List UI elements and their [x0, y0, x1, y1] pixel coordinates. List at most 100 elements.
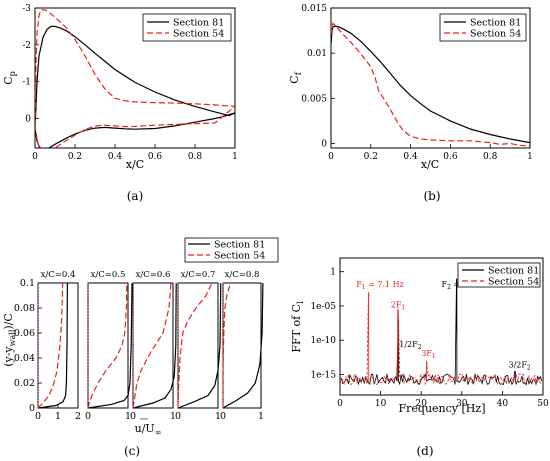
panel-c-profile-1-3 [177, 282, 213, 409]
panel-c-station-label-0: x/C=0.4 [41, 270, 76, 280]
panel-c-profile-1-0 [37, 282, 64, 409]
panel-c-profile-0-2 [132, 282, 177, 409]
panel-c-ytick-label: 0.1 [20, 278, 35, 289]
panel-c-xtick-label: 1 [125, 411, 131, 422]
panel-b-xtick-label: 0.6 [443, 152, 458, 162]
panel-d-ytick-label: 1e-05 [310, 302, 336, 312]
panel-c-xlabel: u/U∞ [135, 422, 162, 437]
panel-c-station-label-3: x/C=0.7 [181, 270, 216, 280]
panel-b-ytick-label: 0.01 [307, 49, 327, 59]
panel-d-annotation-1: 2F1 [391, 300, 405, 311]
panel-c-station-label-2: x/C=0.6 [136, 270, 171, 280]
panel-a-xtick-label: 0.2 [68, 152, 82, 162]
legend-label-1: Section 54 [470, 29, 521, 40]
panel-c-profile-0-4 [222, 282, 264, 409]
panel-b-series-1 [331, 22, 530, 147]
panel-a-xlabel: x/C [126, 158, 144, 171]
panel-a-ytick-label: -3 [22, 4, 31, 14]
panel-d-ytick-label: 1e-10 [310, 336, 336, 346]
panel-c-station-label-1: x/C=0.5 [91, 270, 126, 280]
panel-b-xtick-label: 0.2 [364, 152, 378, 162]
panel-c-profile-1-2 [132, 282, 172, 409]
panel-a-series-0 [35, 25, 235, 148]
panel-b-xtick-label: 0 [328, 152, 334, 162]
panel-c-xtick-label: 0 [220, 411, 226, 422]
panel-c-frame-1 [87, 282, 129, 409]
panel-b-ylabel: Cf [288, 71, 303, 83]
panel-b-series-0 [331, 25, 530, 144]
panel-d-xtick-label: 40 [497, 399, 509, 409]
panel-c-xtick-label: 0 [85, 411, 91, 422]
legend-label-1: Section 54 [214, 251, 265, 262]
panel-b-plot-frame [330, 7, 531, 149]
panel-c-frame-0 [37, 282, 79, 409]
panel-b-caption: (b) [423, 189, 440, 203]
panel-c-ytick-label: 0.04 [14, 353, 35, 364]
panel-d-xtick-label: 10 [375, 399, 387, 409]
panel-c-xtick-label: 1 [215, 411, 221, 422]
panel-c-caption: (c) [124, 444, 140, 458]
panel-a-xtick-label: 0.8 [188, 152, 203, 162]
panel-c-xtick-label: 0 [130, 411, 136, 422]
panel-c-station-label-4: x/C=0.8 [225, 270, 260, 280]
panel-d-xtick-label: 0 [337, 399, 343, 409]
panel-d-xtick-label: 50 [537, 399, 549, 409]
panel-a-xtick-label: 0.4 [108, 152, 123, 162]
panel-b-xlabel: x/C [421, 158, 439, 171]
panel-c-ytick-label: 0.02 [14, 378, 35, 389]
panel-b-ytick-label: 0 [321, 139, 327, 149]
panel-d-fft-chart: 0 10 20 30 40 50 1 1e-05 1e-10 1e-15 F1 = 7.1 Hz 2… [290, 257, 549, 458]
panel-d-ylabel: FFT of Cl [290, 301, 305, 353]
panel-c-xtick-label: 0 [175, 411, 181, 422]
legend-label-1: Section 54 [488, 277, 539, 288]
panel-c-ytick-label: 0.06 [14, 328, 35, 339]
panel-d-plot-frame [339, 257, 544, 396]
panel-a-series-1 [35, 9, 235, 148]
panel-c-frame-2 [132, 282, 174, 409]
panel-c-ytick-label: 0.08 [14, 303, 35, 314]
panel-c-ylabel: (y-ywall)/C [2, 313, 17, 367]
panel-c-profile-0-1 [87, 282, 133, 409]
panel-a-ytick-label: -2 [22, 41, 31, 51]
panel-c-profile-1-4 [222, 282, 232, 408]
panel-a-ylabel: Cp [2, 71, 17, 85]
panel-a-ytick-label: 0 [25, 115, 31, 125]
panel-d-series-1 [340, 292, 542, 387]
panel-c-profile-1-1 [87, 282, 128, 409]
panel-b-xtick-label: 0.4 [403, 152, 418, 162]
panel-c-xtick-label: 1 [170, 411, 176, 422]
panel-d-xlabel: Frequency [Hz] [399, 402, 486, 415]
panel-c-xtick-label: 1 [55, 411, 61, 422]
panel-a-ytick-label: -1 [22, 78, 31, 88]
panel-b-cf-chart: 0 0.2 0.4 0.6 0.8 1 0 0.005 0.01 0.015 Section 81… [288, 4, 533, 203]
panel-d-annotation-5: 3/2F2 [508, 361, 530, 372]
panel-a-xtick-label: 1 [232, 152, 238, 162]
panel-c-velocity-profiles: 0 1 2 0 10 10 10 100.020.040.060.080.1 x/C=0.4 x… [2, 237, 279, 458]
panel-c-xtick-label: 0 [35, 411, 41, 422]
legend-label-1: Section 54 [173, 29, 224, 40]
panel-c-frame-4 [222, 282, 262, 409]
panel-d-caption: (d) [416, 444, 433, 458]
panel-d-annotation-2: 1/2F2 [399, 340, 421, 351]
panel-b-xtick-label: 0.8 [483, 152, 498, 162]
panel-a-plot-frame [34, 7, 236, 149]
panel-d-annotation-0: F1 = 7.1 Hz [356, 280, 404, 291]
panel-a-cp-chart: 0 0.2 0.4 0.6 0.8 1 -3 -2 -1 0 Section 81Section … [2, 4, 238, 203]
panel-b-xtick-label: 1 [527, 152, 533, 162]
panel-b-ytick-label: 0.005 [301, 94, 327, 104]
panel-c-ytick-label: 0 [29, 403, 35, 414]
panel-c-xtick-label: 2 [75, 411, 81, 422]
panel-c-profile-0-0 [37, 282, 68, 409]
panel-d-ytick-label: 1 [330, 268, 336, 278]
panel-d-ytick-label: 1e-15 [310, 370, 336, 380]
legend-label-0: Section 81 [173, 18, 224, 29]
panel-a-xtick-label: 0.6 [148, 152, 163, 162]
panel-c-profile-0-3 [177, 282, 222, 409]
legend-label-0: Section 81 [470, 18, 521, 29]
panel-d-xtick-label: 20 [415, 399, 427, 409]
